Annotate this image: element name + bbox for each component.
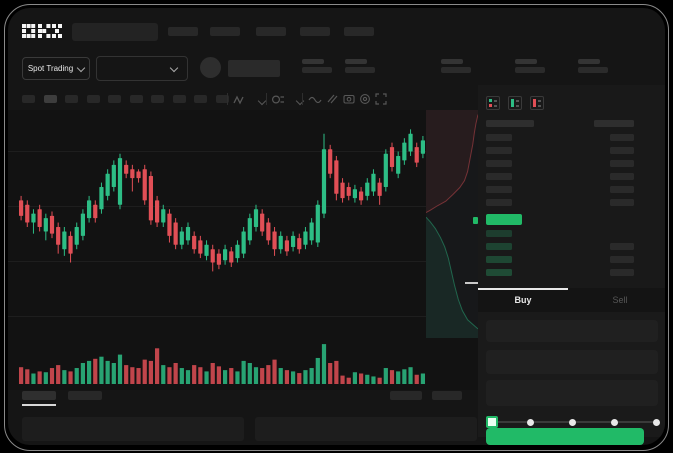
app-window: Spot Trading xyxy=(8,8,665,445)
toolbar-divider xyxy=(302,93,303,105)
nav-item-placeholder[interactable] xyxy=(300,27,330,36)
interval-button[interactable] xyxy=(215,95,229,103)
last-price-marker xyxy=(473,217,478,224)
active-tab-indicator xyxy=(478,288,568,290)
orders-table-placeholder xyxy=(22,417,244,441)
buy-submit-button[interactable] xyxy=(486,428,644,445)
interval-button[interactable] xyxy=(194,95,207,103)
pair-name-placeholder xyxy=(228,60,280,77)
orders-tab-active[interactable] xyxy=(22,391,56,400)
camera-icon[interactable] xyxy=(343,93,355,104)
ticker-stat xyxy=(441,59,473,75)
slider-handle[interactable] xyxy=(486,416,498,428)
interval-button[interactable] xyxy=(86,95,100,103)
depth-curves xyxy=(426,110,478,338)
chevron-down-icon xyxy=(76,63,86,72)
search-input[interactable] xyxy=(72,23,158,41)
ticker-stat xyxy=(345,59,377,75)
ticker-stat xyxy=(578,59,610,75)
amount-input[interactable] xyxy=(486,350,658,374)
slider-stop[interactable] xyxy=(569,418,576,426)
pair-dropdown[interactable] xyxy=(96,56,188,81)
okx-logo-icon xyxy=(22,24,62,38)
bottom-section xyxy=(8,390,478,445)
candlestick-plot xyxy=(18,129,426,272)
history-tab[interactable] xyxy=(68,391,102,400)
interval-button[interactable] xyxy=(22,95,35,103)
chart-toolbar xyxy=(8,90,478,112)
ticker-stat xyxy=(515,59,547,75)
order-book-panel: Buy Sell xyxy=(478,85,665,445)
interval-button[interactable] xyxy=(108,95,121,103)
active-tab-underline xyxy=(22,404,56,406)
gridline xyxy=(8,316,478,317)
ticker-stat xyxy=(302,59,334,75)
interval-button[interactable] xyxy=(129,95,143,103)
fullscreen-icon[interactable] xyxy=(375,93,387,105)
nav-item-placeholder[interactable] xyxy=(210,27,240,36)
book-bids-only-icon[interactable] xyxy=(508,96,522,110)
interval-button[interactable] xyxy=(151,95,164,103)
candle-style-icon[interactable] xyxy=(233,95,245,105)
book-combined-icon[interactable] xyxy=(486,96,500,110)
amount-column-header xyxy=(594,120,634,127)
price-input[interactable] xyxy=(486,320,658,342)
nav-item-placeholder[interactable] xyxy=(344,27,374,36)
chevron-down-icon[interactable] xyxy=(257,96,267,106)
orders-table-placeholder xyxy=(255,417,477,441)
gridline xyxy=(8,206,478,207)
depth-overlay xyxy=(426,110,478,338)
trade-tabs: Buy Sell xyxy=(478,288,665,312)
order-form xyxy=(478,312,665,437)
last-price-badge xyxy=(486,214,522,225)
line-tools-icon[interactable] xyxy=(308,95,322,104)
slider-stop[interactable] xyxy=(527,418,534,426)
indicator-icon[interactable] xyxy=(272,94,285,105)
bottom-action-placeholder[interactable] xyxy=(390,391,422,400)
nav-item-placeholder[interactable] xyxy=(168,27,198,36)
amount-slider[interactable] xyxy=(486,416,660,428)
top-bar xyxy=(8,8,665,50)
bottom-action-placeholder[interactable] xyxy=(432,391,462,400)
volume-plot xyxy=(18,344,426,384)
interval-button[interactable] xyxy=(172,95,186,103)
market-type-dropdown[interactable]: Spot Trading xyxy=(22,57,90,80)
device-bezel xyxy=(4,4,669,451)
total-input[interactable] xyxy=(486,380,658,406)
nav-item-placeholder[interactable] xyxy=(256,27,286,36)
tab-sell[interactable]: Sell xyxy=(612,295,628,305)
price-column-header xyxy=(486,120,534,127)
interval-button[interactable] xyxy=(43,95,57,103)
market-type-label: Spot Trading xyxy=(27,64,74,73)
tab-buy[interactable]: Buy xyxy=(514,295,532,305)
toolbar-divider xyxy=(266,93,267,105)
compare-icon[interactable] xyxy=(326,93,338,105)
gridline xyxy=(8,261,478,262)
settings-icon[interactable] xyxy=(359,93,371,105)
price-line-tick xyxy=(465,282,478,284)
toolbar-divider xyxy=(227,93,228,105)
gridline xyxy=(8,151,478,152)
chart-canvas[interactable] xyxy=(8,110,478,390)
slider-stop[interactable] xyxy=(653,418,660,426)
slider-stop[interactable] xyxy=(611,418,618,426)
book-asks-only-icon[interactable] xyxy=(530,96,544,110)
chevron-down-icon xyxy=(169,63,179,73)
market-bar: Spot Trading xyxy=(8,54,665,88)
interval-button[interactable] xyxy=(65,95,78,103)
coin-avatar xyxy=(200,57,221,78)
